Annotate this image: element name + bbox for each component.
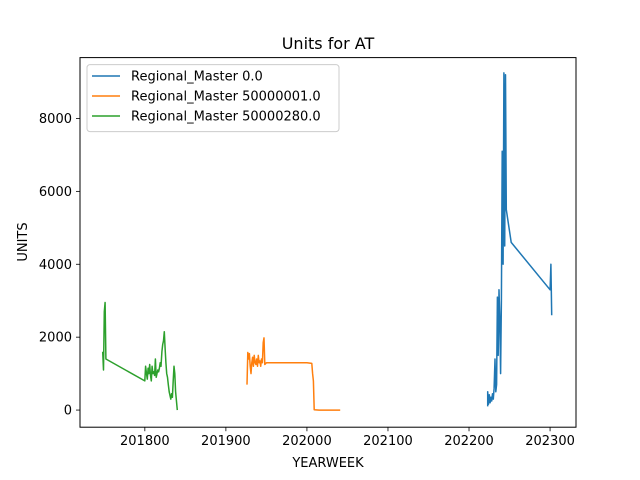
x-tick-label-5: 202300	[525, 434, 575, 449]
y-tick-label-1: 2000	[39, 331, 72, 346]
x-tick-label-3: 202100	[363, 434, 413, 449]
x-axis-label: YEARWEEK	[291, 456, 364, 471]
chart-title: Units for AT	[282, 34, 375, 53]
x-tick-label-2: 202000	[282, 434, 332, 449]
legend-label-1: Regional_Master 50000001.0	[131, 90, 321, 105]
legend-label-0: Regional_Master 0.0	[131, 70, 263, 85]
x-tick-label-0: 201800	[120, 434, 170, 449]
y-axis: 0 2000 4000 6000 8000	[39, 112, 80, 419]
y-axis-label: UNITS	[16, 222, 31, 261]
x-axis: 201800 201900 202000 202100 202200 202300	[120, 427, 575, 449]
series-line-2	[101, 301, 179, 411]
y-tick-label-3: 6000	[39, 185, 72, 200]
y-tick-label-4: 8000	[39, 112, 72, 127]
legend-items: Regional_Master 0.0 Regional_Master 50000…	[92, 70, 321, 125]
series-line-0	[486, 72, 553, 407]
plot-frame	[79, 57, 577, 428]
series-line-1	[246, 337, 341, 411]
x-tick-label-4: 202200	[444, 434, 494, 449]
legend: Regional_Master 0.0 Regional_Master 50000…	[86, 64, 340, 133]
y-tick-label-0: 0	[64, 404, 72, 419]
x-tick-label-1: 201900	[201, 434, 251, 449]
legend-frame	[86, 64, 340, 133]
series-layer	[101, 72, 553, 411]
y-tick-label-2: 4000	[39, 258, 72, 273]
legend-label-2: Regional_Master 50000280.0	[131, 110, 321, 125]
